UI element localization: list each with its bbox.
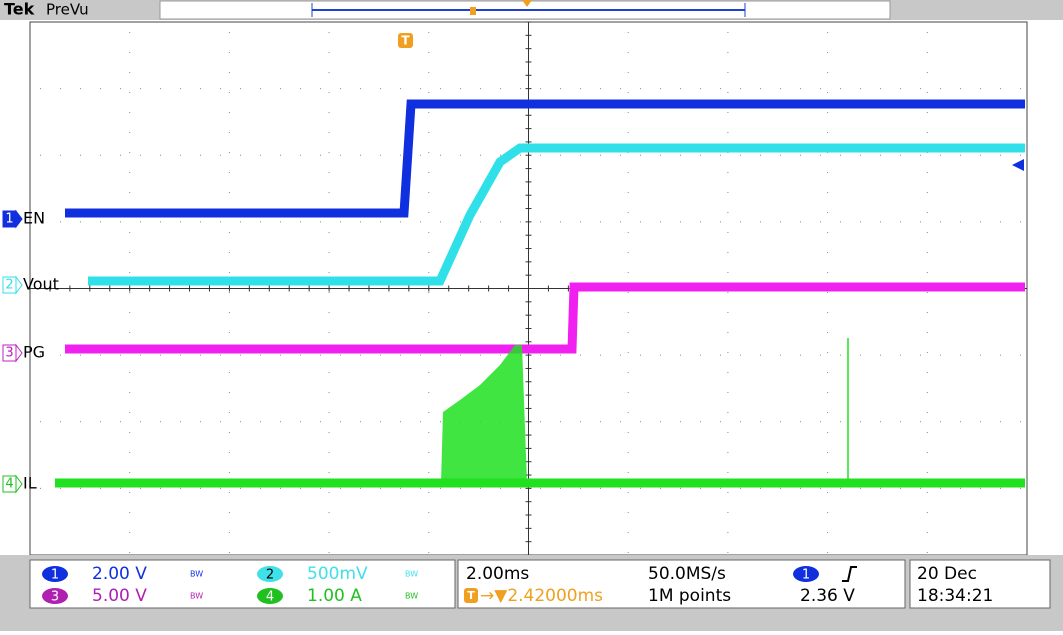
datetime-box bbox=[909, 559, 1051, 609]
waveform-pg bbox=[65, 282, 1025, 354]
channel-badge bbox=[42, 566, 68, 582]
record-length: 1M points bbox=[648, 586, 731, 606]
trigger-source-badge bbox=[793, 566, 819, 582]
channel-number: 4 bbox=[5, 477, 13, 492]
sample-rate: 50.0MS/s bbox=[648, 564, 726, 584]
channel-badge-number: 2 bbox=[266, 568, 274, 583]
bandwidth-limit: BW bbox=[190, 570, 203, 579]
waveform-il-burst bbox=[441, 345, 527, 483]
channel-badge-number: 3 bbox=[51, 590, 59, 605]
trigger-position: →▼2.42000ms bbox=[480, 586, 603, 606]
readouts: 1 2.00 V BW 2 500mV BW 3 5.00 V BW 4 1.00 A BW 2.00m… bbox=[42, 564, 993, 606]
channel-scale: 500mV bbox=[307, 564, 368, 584]
time-scale: 2.00ms bbox=[466, 564, 529, 584]
trigger-badge bbox=[464, 588, 478, 603]
bandwidth-limit: BW bbox=[405, 592, 418, 601]
trigger-badge-text: T bbox=[467, 589, 475, 602]
channel-label: EN bbox=[23, 209, 45, 228]
trigger-level-marker bbox=[1012, 159, 1024, 171]
date: 20 Dec bbox=[917, 564, 977, 584]
brand: Tek bbox=[4, 0, 35, 19]
channel-badge bbox=[257, 588, 283, 604]
channel-marker-arrow bbox=[15, 275, 23, 295]
channel-badge-number: 1 bbox=[51, 568, 59, 583]
channel-number: 1 bbox=[5, 212, 13, 227]
channel-label: Vout bbox=[23, 275, 59, 294]
channel-marker-arrow bbox=[15, 343, 23, 363]
channel-number: 3 bbox=[5, 346, 13, 361]
channel-badge bbox=[42, 588, 68, 604]
trigger-level: 2.36 V bbox=[800, 586, 855, 606]
channel-scale: 2.00 V bbox=[92, 564, 147, 584]
bandwidth-limit: BW bbox=[405, 570, 418, 579]
channel-labels: 1 EN 2 Vout 3 PG 4 IL bbox=[2, 209, 59, 494]
channel-label: PG bbox=[23, 343, 45, 362]
mode: PreVu bbox=[46, 1, 89, 19]
waveform-vout bbox=[88, 143, 1025, 286]
trigger-source: 1 bbox=[802, 568, 810, 583]
bandwidth-limit: BW bbox=[190, 592, 203, 601]
channel-badge-number: 4 bbox=[266, 590, 274, 605]
waveform-en bbox=[65, 99, 1025, 218]
channel-number: 2 bbox=[5, 278, 13, 293]
channel-badge bbox=[257, 566, 283, 582]
channel-label: IL bbox=[23, 474, 37, 493]
channel-marker-arrow bbox=[15, 209, 23, 229]
trigger-slope bbox=[842, 566, 857, 582]
trigger-marker-text: T bbox=[401, 34, 410, 48]
channel-scale: 5.00 V bbox=[92, 586, 147, 606]
trigger-position-arrow bbox=[522, 0, 532, 7]
channel-marker-arrow bbox=[15, 474, 23, 494]
channel-scale: 1.00 A bbox=[307, 586, 362, 606]
trigger-marker bbox=[398, 33, 413, 48]
channel-settings-box bbox=[29, 559, 456, 609]
trigger-indicator bbox=[470, 7, 476, 15]
timebase-box bbox=[457, 559, 906, 609]
time: 18:34:21 bbox=[917, 586, 993, 606]
